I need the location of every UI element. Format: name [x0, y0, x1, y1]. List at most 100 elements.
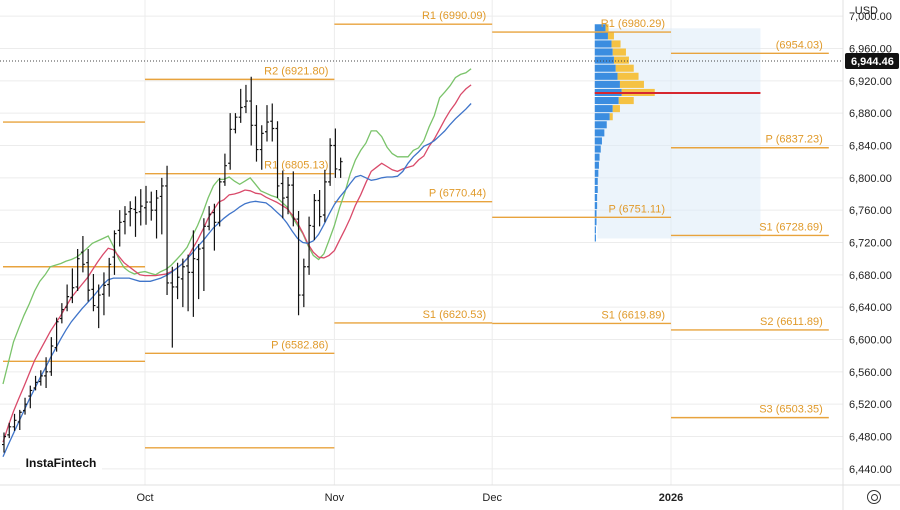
y-tick-label: 6,480.00 — [849, 432, 892, 444]
pivot-label: R2 (6921.80) — [264, 65, 328, 77]
moving-average-line — [2, 103, 472, 457]
ohlc-bar — [75, 248, 80, 291]
ohlc-bar — [233, 113, 238, 134]
instafintech-logo: InstaFintech — [20, 448, 102, 478]
y-tick-label: 6,920.00 — [849, 76, 892, 88]
volume-bar-blue — [594, 72, 618, 80]
volume-bar-blue — [594, 234, 596, 242]
ohlc-bar — [333, 128, 338, 178]
volume-bar-blue — [594, 40, 612, 48]
ohlc-bar — [238, 88, 243, 123]
ohlc-bar — [70, 268, 75, 304]
volume-bar-blue — [594, 129, 605, 137]
volume-bar-blue — [594, 56, 614, 64]
ohlc-bar — [54, 317, 59, 352]
currency-selector[interactable]: USD — [854, 5, 878, 17]
ohlc-bar — [322, 169, 327, 223]
volume-bar-blue — [594, 202, 598, 210]
x-tick-label: Dec — [482, 492, 502, 504]
pivot-label: P (6770.44) — [429, 188, 486, 200]
volume-bar-blue — [594, 153, 600, 161]
x-tick-label: Oct — [136, 492, 153, 504]
last-price-label: 6,944.46 — [851, 56, 894, 68]
ohlc-bar — [296, 210, 301, 316]
ohlc-bar — [165, 165, 170, 296]
ohlc-bar — [128, 201, 133, 227]
pivot-label: S2 (6611.89) — [760, 316, 823, 328]
moving-average-line — [2, 68, 472, 385]
volume-bar-orange — [612, 48, 626, 56]
ohlc-bar — [122, 206, 127, 235]
volume-bar-orange — [617, 72, 639, 80]
last-price-badge — [845, 53, 899, 70]
volume-bar-orange — [612, 105, 620, 113]
ohlc-bar — [17, 409, 22, 431]
ohlc-bar — [291, 171, 296, 227]
ohlc-bar — [23, 397, 28, 415]
ohlc-bar — [196, 244, 201, 300]
ohlc-bar — [170, 266, 175, 348]
settings-gear-icon[interactable] — [867, 490, 881, 504]
ohlc-bar — [212, 203, 217, 251]
x-tick-label: Nov — [325, 492, 345, 504]
y-tick-label: 6,520.00 — [849, 399, 892, 411]
pivot-label: P (6837.23) — [766, 134, 823, 146]
volume-bar-blue — [594, 32, 608, 40]
ohlc-bar — [186, 254, 191, 312]
ohlc-bar — [191, 230, 196, 317]
ohlc-bar — [7, 422, 12, 439]
ohlc-bar — [49, 337, 54, 376]
ohlc-bar — [91, 274, 96, 312]
pivot-label: S3 (6503.35) — [759, 404, 823, 416]
ohlc-bar — [149, 191, 154, 221]
ohlc-bar — [275, 121, 280, 199]
ohlc-bar — [65, 284, 70, 312]
ohlc-bar — [2, 432, 6, 453]
ohlc-bar — [259, 125, 264, 170]
y-tick-label: 6,640.00 — [849, 302, 892, 314]
ohlc-bar — [154, 189, 159, 239]
volume-bar-blue — [594, 121, 607, 129]
volume-bar-blue — [594, 24, 606, 32]
pivot-label: S1 (6619.89) — [601, 309, 665, 321]
ohlc-bar — [112, 230, 117, 275]
ohlc-bar — [217, 177, 222, 227]
ohlc-bar — [180, 258, 185, 308]
volume-bar-blue — [594, 218, 597, 226]
volume-bar-blue — [594, 185, 598, 193]
y-tick-label: 6,840.00 — [849, 141, 892, 153]
ohlc-bar — [107, 257, 112, 297]
volume-bar-blue — [594, 169, 599, 177]
ohlc-bar — [59, 303, 64, 324]
ohlc-bar — [12, 413, 17, 431]
volume-bar-orange — [609, 113, 613, 121]
pivot-label: S1 (6728.69) — [759, 221, 823, 233]
volume-bar-blue — [594, 97, 619, 105]
ohlc-bar — [249, 76, 254, 146]
volume-bar-orange — [613, 56, 629, 64]
ohlc-bar — [228, 113, 233, 170]
ohlc-bar — [33, 375, 38, 391]
volume-bar-orange — [615, 64, 634, 72]
ohlc-bar — [175, 262, 180, 300]
y-tick-label: 7,000.00 — [849, 11, 892, 23]
volume-bar-blue — [594, 210, 597, 218]
ohlc-bar — [307, 216, 312, 275]
ohlc-bar — [222, 153, 227, 186]
ohlc-bar — [201, 218, 206, 291]
ohlc-bar — [286, 177, 291, 215]
volume-bar-orange — [618, 97, 634, 105]
volume-bar-blue — [594, 177, 598, 185]
volume-bar-blue — [594, 113, 610, 121]
pivot-label: R1 (6980.29) — [601, 18, 665, 30]
ohlc-bar — [280, 170, 285, 219]
ohlc-bar — [86, 248, 91, 302]
volume-bar-blue — [594, 161, 599, 169]
y-tick-label: 6,760.00 — [849, 205, 892, 217]
pivot-label: P (6582.86) — [271, 339, 328, 351]
pivot-label: R1 (6990.09) — [422, 10, 486, 22]
ohlc-bar — [338, 157, 343, 178]
pivot-label: S1 (6620.53) — [423, 309, 487, 321]
y-tick-label: 6,880.00 — [849, 108, 892, 120]
